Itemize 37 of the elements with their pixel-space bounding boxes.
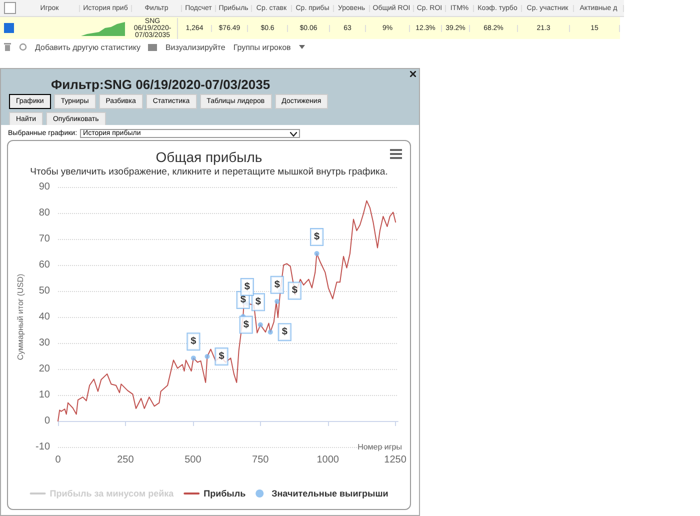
data-label: $ <box>292 285 298 296</box>
data-label: $ <box>244 281 250 292</box>
y-tick-label: -10 <box>36 442 50 452</box>
text: Фильтр:SNG 06/19/2020-07/03/2035 <box>51 77 270 92</box>
y-tick-label: 10 <box>38 390 50 400</box>
text: Визуализируйте <box>165 42 226 52</box>
data-label: $ <box>240 294 246 306</box>
x-tick-label: 1250 <box>384 454 407 466</box>
data-label: $ <box>255 296 262 308</box>
y-tick-label: 50 <box>38 286 50 296</box>
y-tick-label: 60 <box>38 260 50 270</box>
x-tick-label: 750 <box>252 454 270 466</box>
text: Группы игроков <box>233 42 291 52</box>
y-tick-label: 40 <box>38 312 50 322</box>
y-tick-label: 20 <box>38 364 50 374</box>
x-tick-label: 500 <box>184 454 202 466</box>
legend-label: Значительные выигрыши <box>272 488 388 498</box>
y-tick-label: 70 <box>38 234 50 244</box>
data-label: $ <box>190 336 197 348</box>
data-label: $ <box>274 279 280 290</box>
x-tick-label: 250 <box>117 454 134 466</box>
data-label: $ <box>314 232 320 243</box>
y-tick-label: 90 <box>38 182 50 192</box>
chart-subtitle: Чтобы увеличить изображение, кликните и перетащите мышкой внутрь графика. <box>30 166 388 178</box>
x-tick-label: 0 <box>55 454 62 466</box>
y-tick-label: 80 <box>38 208 50 218</box>
y-tick-label: 0 <box>44 416 50 426</box>
data-label: $ <box>218 351 225 362</box>
text: Добавить другую статистику <box>35 42 140 52</box>
legend-label: Прибыль <box>204 488 246 498</box>
x-tick-label: 1000 <box>316 454 340 466</box>
data-label: $ <box>282 326 288 338</box>
x-axis-title: Номер игры <box>358 442 402 452</box>
data-label: $ <box>243 319 250 330</box>
chart-title: Общая прибыль <box>156 149 262 165</box>
y-axis-title: Суммарный итог (USD) <box>16 274 26 360</box>
y-tick-label: 30 <box>38 338 50 348</box>
